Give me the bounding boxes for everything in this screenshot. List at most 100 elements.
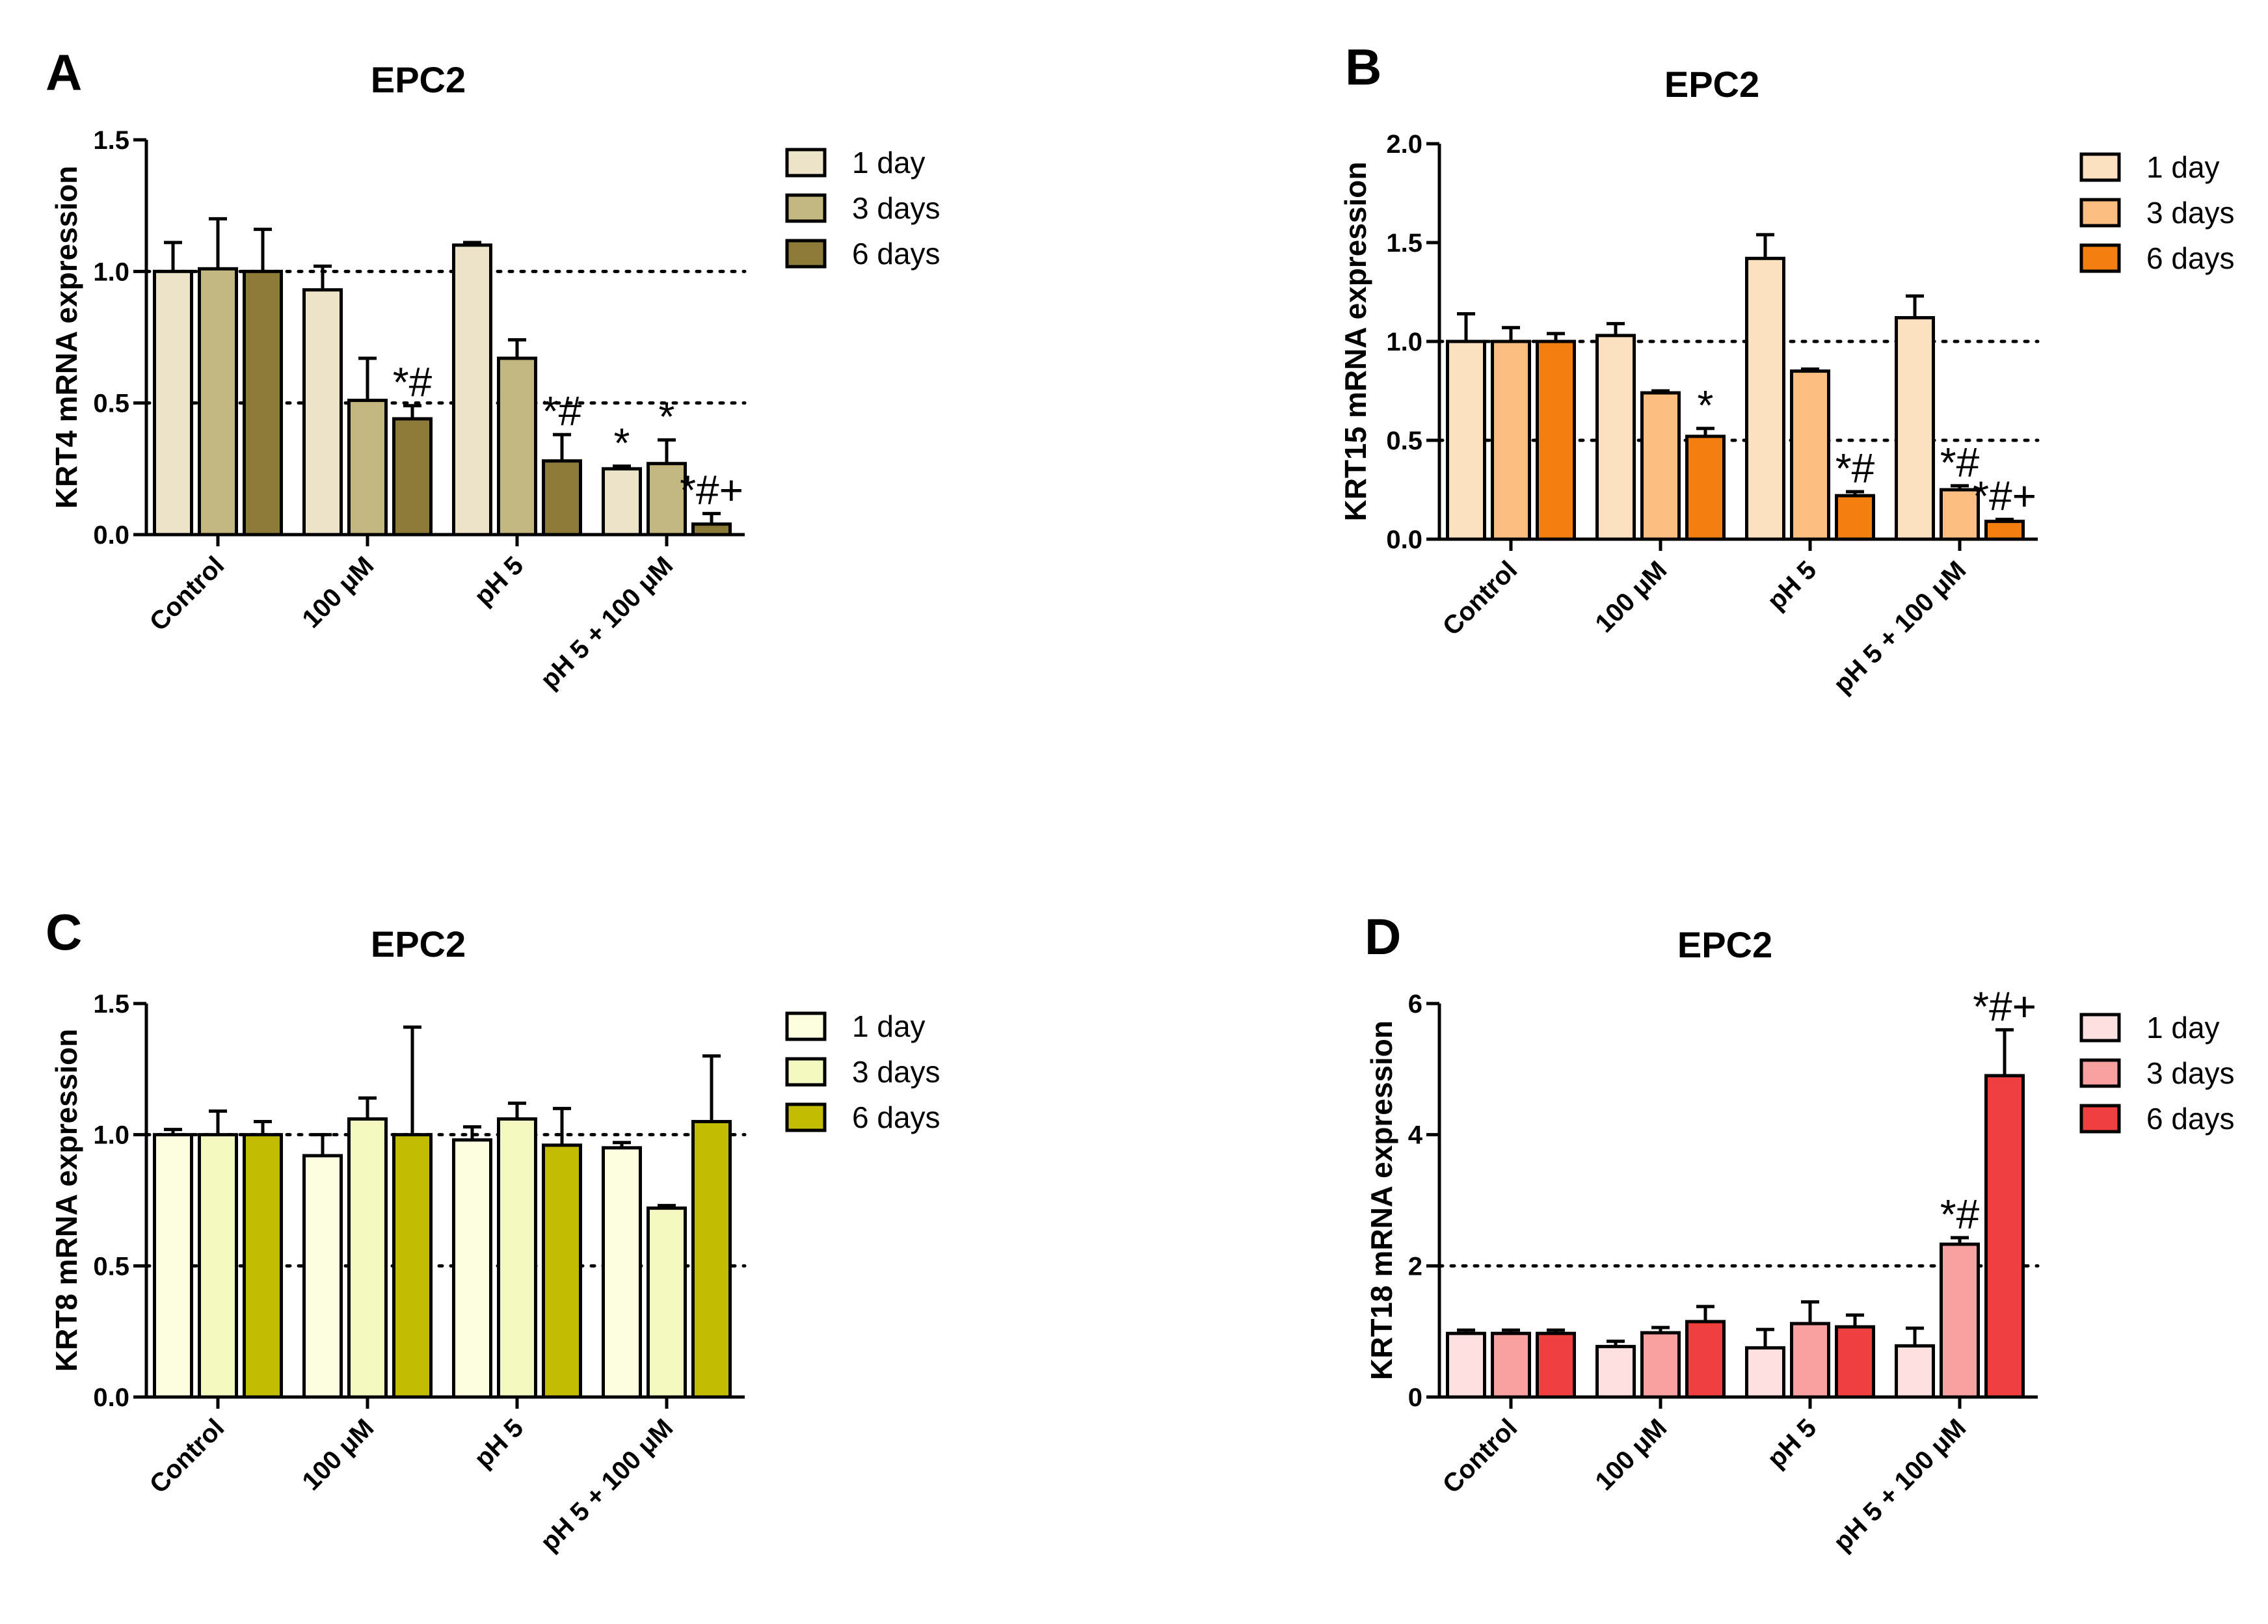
significance-label: * bbox=[1698, 382, 1714, 429]
panel-c: C EPC2 KRT8 mRNA expression Control 100 μM pH… bbox=[46, 903, 941, 1557]
bar bbox=[198, 267, 238, 537]
bar bbox=[1595, 1344, 1636, 1399]
legend-swatch bbox=[785, 1102, 827, 1132]
y-tick-label: 1.5 bbox=[1386, 229, 1422, 258]
y-tick-label: 0.0 bbox=[93, 521, 129, 550]
bar bbox=[1895, 316, 1935, 541]
y-tick-label: 1.0 bbox=[93, 1121, 129, 1150]
bar bbox=[691, 1120, 732, 1399]
y-tick-label: 0.5 bbox=[93, 390, 129, 418]
bar bbox=[1745, 256, 1785, 541]
legend-swatch bbox=[2079, 152, 2121, 182]
legend-label: 6 days bbox=[852, 237, 941, 271]
x-tick-label: Control bbox=[1437, 555, 1523, 641]
significance-label: * bbox=[659, 393, 675, 440]
x-tick-label: pH 5 + 100 μM bbox=[535, 551, 679, 695]
panel-letter: C bbox=[46, 903, 82, 961]
legend-swatch bbox=[785, 148, 827, 178]
legend-label: 3 days bbox=[2146, 196, 2235, 230]
bar bbox=[452, 1138, 492, 1399]
legend-label: 6 days bbox=[852, 1100, 941, 1134]
y-tick-label: 2 bbox=[1408, 1252, 1422, 1281]
legend-swatch bbox=[785, 193, 827, 223]
chart-title: EPC2 bbox=[371, 924, 466, 965]
bar bbox=[1835, 494, 1875, 541]
bar bbox=[1790, 369, 1830, 541]
y-axis-label: KRT4 mRNA expression bbox=[49, 166, 83, 509]
significance-label: *# bbox=[542, 388, 582, 434]
legend-swatch bbox=[2079, 198, 2121, 228]
bar bbox=[1491, 339, 1531, 541]
bar bbox=[1595, 334, 1636, 541]
y-axis-label: KRT15 mRNA expression bbox=[1339, 161, 1372, 521]
bar bbox=[1491, 1331, 1531, 1399]
bar bbox=[243, 269, 283, 537]
y-tick-label: 6 bbox=[1408, 990, 1422, 1018]
bar bbox=[198, 1133, 238, 1399]
y-tick-label: 2.0 bbox=[1386, 130, 1422, 159]
bar bbox=[347, 399, 388, 537]
legend-swatch bbox=[785, 1057, 827, 1087]
bar bbox=[1640, 1331, 1681, 1399]
legend-label: 3 days bbox=[2146, 1056, 2235, 1090]
bar bbox=[542, 1143, 582, 1399]
legend-swatch bbox=[2079, 243, 2121, 273]
panel-letter: B bbox=[1345, 38, 1381, 96]
significance-label: *# bbox=[1835, 445, 1875, 492]
bar bbox=[243, 1133, 283, 1399]
significance-label: *# bbox=[1940, 1191, 1980, 1238]
bar bbox=[1640, 391, 1681, 541]
legend-swatch bbox=[2079, 1013, 2121, 1043]
y-tick-label: 4 bbox=[1408, 1121, 1423, 1150]
legend-swatch bbox=[2079, 1058, 2121, 1088]
bar bbox=[392, 1133, 433, 1399]
panel-d: D EPC2 KRT18 mRNA expression Control 100 μM p… bbox=[1365, 908, 2235, 1557]
x-tick-label: Control bbox=[144, 551, 230, 637]
bar bbox=[1835, 1325, 1875, 1399]
legend-label: 1 day bbox=[852, 146, 926, 180]
y-tick-label: 0.5 bbox=[1386, 427, 1422, 455]
significance-label: *#+ bbox=[1973, 983, 2036, 1030]
x-tick-label: Control bbox=[1437, 1413, 1523, 1499]
legend-swatch bbox=[785, 239, 827, 269]
bar bbox=[302, 1154, 343, 1399]
y-tick-label: 1.5 bbox=[93, 126, 129, 155]
y-tick-label: 1.5 bbox=[93, 990, 129, 1018]
y-tick-label: 0.5 bbox=[93, 1252, 129, 1281]
bar bbox=[153, 269, 193, 537]
bar bbox=[302, 288, 343, 537]
x-tick-label: 100 μM bbox=[1590, 1413, 1672, 1496]
panel-letter: A bbox=[46, 44, 82, 101]
bar bbox=[1536, 1331, 1576, 1399]
x-tick-label: pH 5 bbox=[1762, 1413, 1822, 1473]
significance-label: *#+ bbox=[1973, 473, 2036, 520]
bar bbox=[1745, 1346, 1785, 1399]
bar bbox=[347, 1117, 388, 1399]
bar bbox=[602, 1146, 642, 1399]
x-tick-label: Control bbox=[144, 1413, 230, 1499]
panel-letter: D bbox=[1365, 908, 1401, 965]
bar bbox=[1790, 1322, 1830, 1399]
bar bbox=[1536, 339, 1576, 541]
y-tick-label: 1.0 bbox=[1386, 328, 1422, 356]
bar bbox=[1984, 520, 2025, 541]
x-tick-label: pH 5 + 100 μM bbox=[1828, 555, 1972, 699]
x-tick-label: 100 μM bbox=[297, 551, 379, 633]
x-tick-label: pH 5 bbox=[469, 1413, 529, 1473]
x-tick-label: pH 5 + 100 μM bbox=[1828, 1413, 1972, 1557]
y-axis-label: KRT18 mRNA expression bbox=[1365, 1020, 1398, 1380]
y-tick-label: 0.0 bbox=[1386, 526, 1422, 554]
legend-label: 6 days bbox=[2146, 241, 2235, 275]
legend-label: 1 day bbox=[2146, 150, 2220, 184]
x-tick-label: pH 5 + 100 μM bbox=[535, 1413, 679, 1557]
legend-swatch bbox=[785, 1011, 827, 1041]
bar bbox=[497, 356, 537, 537]
chart-title: EPC2 bbox=[1677, 924, 1772, 965]
legend-label: 1 day bbox=[2146, 1011, 2220, 1045]
bar bbox=[153, 1133, 193, 1399]
y-tick-label: 0.0 bbox=[93, 1383, 129, 1412]
y-axis-label: KRT8 mRNA expression bbox=[49, 1029, 83, 1372]
y-tick-label: 1.0 bbox=[93, 258, 129, 286]
significance-label: * bbox=[614, 419, 630, 466]
